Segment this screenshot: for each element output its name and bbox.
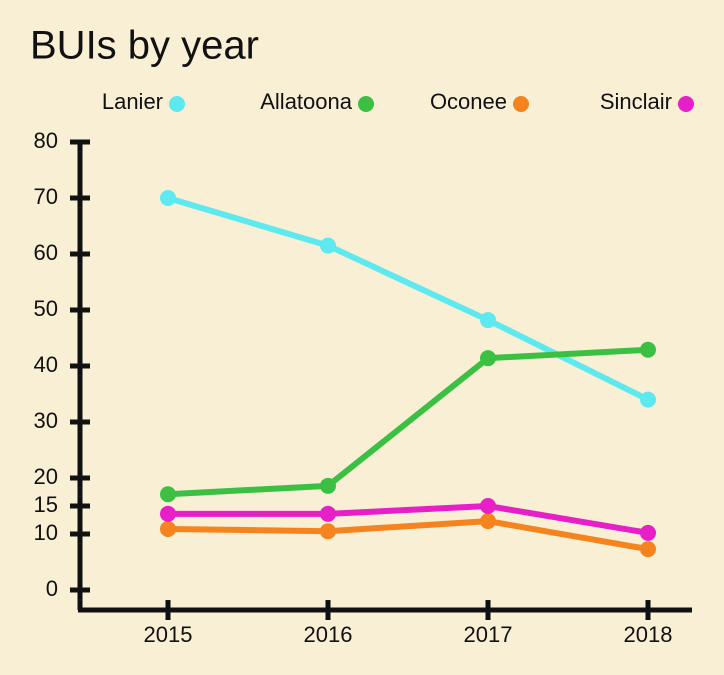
y-tick-label: 30 <box>34 408 58 433</box>
legend-label: Sinclair <box>600 89 672 114</box>
y-tick-label: 70 <box>34 184 58 209</box>
data-point <box>640 524 656 541</box>
series-line <box>167 518 649 553</box>
data-point <box>320 477 336 494</box>
y-tick-label: 10 <box>34 520 58 545</box>
data-point <box>640 391 656 408</box>
legend-label: Allatoona <box>260 89 353 114</box>
y-tick-label: 80 <box>34 128 58 153</box>
data-point <box>320 523 336 540</box>
data-point <box>480 350 496 367</box>
data-point <box>480 498 496 514</box>
y-tick-label: 60 <box>34 240 58 265</box>
legend-marker <box>513 96 529 112</box>
legend-marker <box>169 96 185 112</box>
data-point <box>640 541 656 558</box>
legend-label: Lanier <box>102 89 163 114</box>
data-point <box>160 486 176 503</box>
x-tick-label: 2016 <box>304 622 353 647</box>
data-point <box>160 505 176 522</box>
y-tick-label: 15 <box>34 492 58 517</box>
series-line <box>168 503 649 536</box>
data-point <box>480 513 496 530</box>
y-tick-label: 0 <box>46 576 58 601</box>
y-tick-label: 20 <box>34 464 58 489</box>
x-tick-label: 2015 <box>144 622 193 647</box>
data-point <box>640 341 656 358</box>
data-point <box>320 237 336 254</box>
data-point <box>160 520 176 537</box>
x-tick-label: 2018 <box>624 622 673 647</box>
legend-label: Oconee <box>430 89 507 114</box>
legend-marker <box>678 96 694 112</box>
series-line <box>167 346 649 498</box>
x-tick-label: 2017 <box>464 622 513 647</box>
y-tick-label: 40 <box>34 352 58 377</box>
y-tick-label: 50 <box>34 296 58 321</box>
legend-marker <box>358 96 374 112</box>
data-point <box>480 312 496 329</box>
chart-title: BUIs by year <box>30 24 259 68</box>
data-point <box>320 505 336 522</box>
data-point <box>160 190 176 206</box>
series-line <box>167 195 650 403</box>
